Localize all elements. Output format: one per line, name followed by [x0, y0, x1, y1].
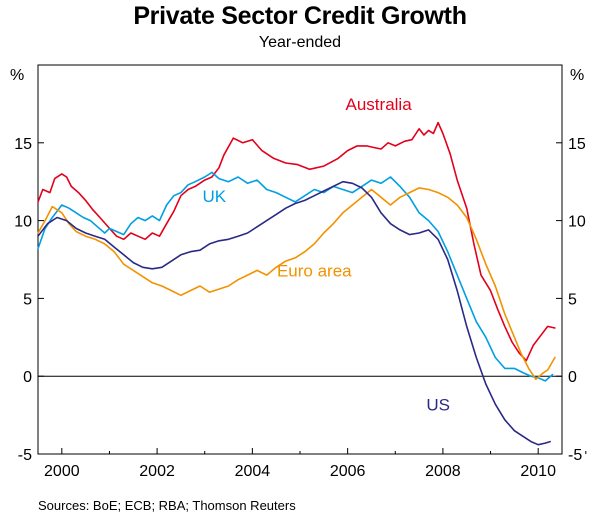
series-lines — [37, 121, 556, 446]
x-tick-label: 2010 — [520, 463, 556, 480]
series-labels: Australia UK Euro area US — [202, 95, 450, 414]
x-tick-label: 2008 — [425, 463, 461, 480]
series-line-euro-area — [37, 187, 556, 381]
y-tick-label-right: -5 — [568, 447, 582, 464]
series-line-us — [37, 180, 551, 446]
y-tick-label-right: 15 — [568, 136, 586, 153]
x-tick-label: 2000 — [44, 463, 80, 480]
y-tick-label-right: 10 — [568, 214, 586, 231]
y-tick-label-right: 0 — [568, 369, 577, 386]
series-line-uk — [37, 171, 554, 382]
y-tick-label-left: 15 — [14, 136, 32, 153]
x-tick-label: 2002 — [139, 463, 175, 480]
y-tick-label-left: 10 — [14, 214, 32, 231]
y-tick-label-left: 0 — [23, 369, 32, 386]
chart-title: Private Sector Credit Growth — [133, 2, 467, 30]
plot-area — [37, 64, 563, 455]
x-tick-label: 2006 — [330, 463, 366, 480]
y-unit-right: % — [570, 67, 584, 84]
series-label-us: US — [426, 395, 450, 414]
y-tick-label-left: -5 — [18, 447, 32, 464]
series-label-australia: Australia — [346, 95, 413, 114]
series-label-euro-area: Euro area — [277, 262, 352, 281]
x-axis: 2000 2002 2004 2006 2008 2010 — [44, 448, 587, 480]
source-note: Sources: BoE; ECB; RBA; Thomson Reuters — [38, 498, 296, 513]
y-tick-label-right: 5 — [568, 291, 577, 308]
y-tick-label-left: 5 — [23, 291, 32, 308]
chart-subtitle: Year-ended — [258, 34, 342, 51]
y-unit-left: % — [10, 67, 24, 84]
series-label-uk: UK — [202, 187, 226, 206]
x-tick-label: 2004 — [235, 463, 271, 480]
y-axis-left: -5 0 5 10 15 — [14, 136, 44, 464]
y-axis-right: -5 0 5 10 15 — [556, 136, 586, 464]
